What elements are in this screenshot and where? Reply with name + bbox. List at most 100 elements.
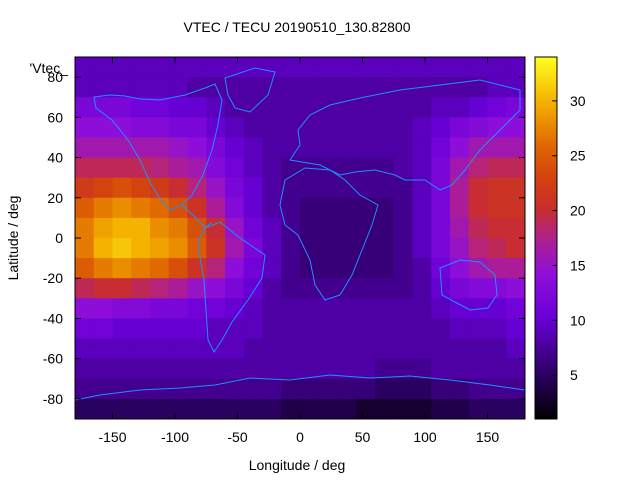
heatmap-cell (318, 197, 339, 219)
heatmap-cell (393, 197, 414, 219)
y-tick-label: -20 (43, 270, 63, 286)
heatmap-cell (168, 157, 189, 179)
heatmap-cell (112, 97, 132, 118)
heatmap-cell (318, 338, 339, 360)
heatmap-cell (412, 358, 432, 380)
heatmap-cell (506, 258, 525, 279)
heatmap-cell (187, 177, 207, 199)
heatmap-cell (75, 137, 95, 159)
heatmap-cell (150, 278, 170, 299)
heatmap-cell (450, 117, 470, 139)
heatmap-cell (506, 157, 525, 179)
heatmap-cell (318, 298, 339, 320)
heatmap-cell (93, 57, 114, 78)
heatmap-cell (450, 358, 470, 380)
heatmap-cell (318, 258, 339, 279)
heatmap-cell (206, 398, 226, 419)
heatmap-cell (225, 57, 245, 78)
y-tick-label: -40 (43, 310, 63, 326)
heatmap-cell (93, 318, 114, 340)
heatmap-cell (206, 157, 226, 179)
heatmap-cell (206, 358, 226, 380)
heatmap-cell (318, 318, 339, 340)
heatmap-cell (468, 97, 489, 118)
heatmap-cell (150, 217, 170, 239)
heatmap-cell (431, 398, 451, 419)
heatmap-cell (337, 378, 357, 400)
heatmap-cell (206, 238, 226, 259)
heatmap-cell (300, 77, 320, 98)
heatmap-cell (393, 298, 414, 320)
heatmap-cell (281, 238, 301, 259)
heatmap-cell (75, 318, 95, 340)
heatmap-cell (375, 398, 395, 419)
heatmap-cell (300, 298, 320, 320)
heatmap-cell (131, 258, 151, 279)
heatmap-cell (243, 177, 264, 199)
heatmap-cell (393, 278, 414, 299)
heatmap-cell (318, 57, 339, 78)
heatmap-cell (206, 97, 226, 118)
y-axis-label: Latitude / deg (5, 196, 21, 281)
heatmap-cell (150, 77, 170, 98)
heatmap-cell (243, 318, 264, 340)
heatmap-cell (431, 358, 451, 380)
heatmap-cell (225, 358, 245, 380)
heatmap-cell (412, 338, 432, 360)
heatmap-cell (168, 298, 189, 320)
heatmap-cell (281, 378, 301, 400)
heatmap-cell (93, 378, 114, 400)
heatmap-cell (468, 358, 489, 380)
heatmap-cell (487, 338, 507, 360)
heatmap-cell (412, 398, 432, 419)
x-tick-label: 0 (296, 429, 304, 445)
heatmap-cell (281, 97, 301, 118)
heatmap-cell (206, 318, 226, 340)
heatmap-cell (93, 298, 114, 320)
heatmap-cell (262, 157, 282, 179)
heatmap-cell (431, 57, 451, 78)
heatmap-cell (375, 258, 395, 279)
heatmap-cell (412, 298, 432, 320)
heatmap-cell (375, 238, 395, 259)
heatmap-cell (168, 378, 189, 400)
heatmap-cell (187, 378, 207, 400)
heatmap-cell (281, 197, 301, 219)
heatmap-cell (131, 318, 151, 340)
heatmap-cell (300, 258, 320, 279)
heatmap-cell (356, 137, 376, 159)
heatmap-cell (75, 298, 95, 320)
heatmap-cell (450, 338, 470, 360)
colorbar-ticks: 5 10 15 20 25 30 (552, 93, 586, 383)
heatmap-cell (375, 157, 395, 179)
y-tick-label: -60 (43, 351, 63, 367)
coastline-africa (279, 167, 379, 301)
heatmap-cell (93, 137, 114, 159)
heatmap-cell (337, 278, 357, 299)
heatmap-cell (337, 57, 357, 78)
heatmap-cell (75, 57, 95, 78)
heatmap-cell (131, 117, 151, 139)
heatmap-cell (243, 258, 264, 279)
heatmap-cell (131, 217, 151, 239)
colorbar-tick-label: 25 (570, 148, 586, 164)
heatmap-cell (393, 77, 414, 98)
heatmap-cell (187, 298, 207, 320)
heatmap-cell (356, 217, 376, 239)
heatmap-cell (131, 238, 151, 259)
heatmap-cell (375, 338, 395, 360)
heatmap-cell (281, 117, 301, 139)
heatmap-cell (393, 358, 414, 380)
heatmap-cell (300, 217, 320, 239)
heatmap-cell (93, 278, 114, 299)
heatmap-cell (393, 238, 414, 259)
heatmap-cell (206, 378, 226, 400)
heatmap-cell (168, 338, 189, 360)
heatmap-cell (506, 278, 525, 299)
heatmap-cell (468, 137, 489, 159)
heatmap-cell (431, 258, 451, 279)
heatmap-cell (93, 398, 114, 419)
heatmap-cell (112, 278, 132, 299)
heatmap-cell (468, 197, 489, 219)
heatmap-cell (318, 398, 339, 419)
